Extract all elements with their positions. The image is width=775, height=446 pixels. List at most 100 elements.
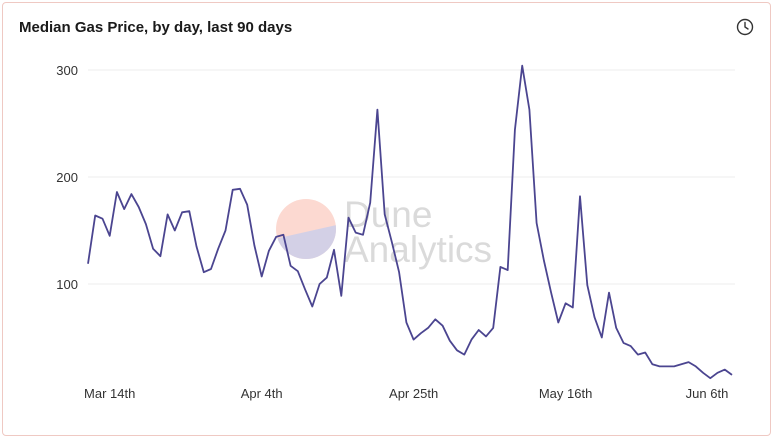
data-point[interactable] — [345, 215, 351, 221]
data-point[interactable] — [678, 361, 684, 367]
data-point[interactable] — [259, 274, 265, 280]
chart-title: Median Gas Price, by day, last 90 days — [19, 19, 293, 36]
data-point[interactable] — [461, 352, 467, 358]
data-point[interactable] — [425, 325, 431, 331]
data-point[interactable] — [606, 290, 612, 296]
data-point[interactable] — [222, 228, 228, 234]
data-point[interactable] — [143, 221, 149, 227]
data-point[interactable] — [519, 63, 525, 69]
data-point[interactable] — [367, 200, 373, 206]
data-point[interactable] — [505, 267, 511, 273]
data-point[interactable] — [309, 303, 315, 309]
data-point[interactable] — [592, 314, 598, 320]
data-point[interactable] — [635, 352, 641, 358]
data-point[interactable] — [563, 300, 569, 306]
data-point[interactable] — [317, 281, 323, 287]
x-tick-label: May 16th — [539, 386, 592, 401]
data-point[interactable] — [686, 359, 692, 365]
data-point[interactable] — [92, 213, 98, 219]
data-point[interactable] — [497, 264, 503, 270]
data-point[interactable] — [541, 257, 547, 263]
data-point[interactable] — [114, 189, 120, 195]
data-point[interactable] — [570, 305, 576, 311]
data-point[interactable] — [208, 266, 214, 272]
data-point[interactable] — [722, 367, 728, 373]
x-tick-label: Apr 25th — [389, 386, 438, 401]
data-point[interactable] — [440, 323, 446, 329]
data-point[interactable] — [526, 107, 532, 113]
data-point[interactable] — [469, 337, 475, 343]
data-point[interactable] — [338, 293, 344, 299]
data-point[interactable] — [230, 187, 236, 193]
data-point[interactable] — [324, 275, 330, 281]
data-point[interactable] — [512, 127, 518, 133]
data-point[interactable] — [136, 204, 142, 210]
data-point[interactable] — [599, 335, 605, 341]
data-point[interactable] — [700, 370, 706, 376]
data-point[interactable] — [244, 202, 250, 208]
data-point[interactable] — [237, 186, 243, 192]
x-tick-label: Mar 14th — [84, 386, 135, 401]
data-point[interactable] — [331, 247, 337, 253]
data-point[interactable] — [288, 263, 294, 269]
data-point[interactable] — [266, 248, 272, 254]
data-point[interactable] — [353, 230, 359, 236]
data-point[interactable] — [432, 316, 438, 322]
data-point[interactable] — [664, 363, 670, 369]
data-point[interactable] — [693, 363, 699, 369]
data-point[interactable] — [280, 232, 286, 238]
x-axis: Mar 14th Apr 4th Apr 25th May 16th Jun 6th — [84, 386, 728, 401]
data-point[interactable] — [715, 370, 721, 376]
data-point[interactable] — [454, 347, 460, 353]
data-point[interactable] — [157, 253, 163, 259]
data-point[interactable] — [490, 325, 496, 331]
data-point[interactable] — [671, 363, 677, 369]
data-point[interactable] — [620, 340, 626, 346]
data-point[interactable] — [186, 208, 192, 214]
data-point[interactable] — [85, 261, 91, 267]
clock-icon[interactable] — [736, 18, 754, 36]
data-point[interactable] — [360, 232, 366, 238]
data-point[interactable] — [403, 320, 409, 326]
data-point[interactable] — [555, 320, 561, 326]
data-point[interactable] — [657, 363, 663, 369]
data-point[interactable] — [121, 206, 127, 212]
data-point[interactable] — [128, 191, 134, 197]
data-point[interactable] — [476, 327, 482, 333]
data-point[interactable] — [613, 325, 619, 331]
data-point[interactable] — [215, 246, 221, 252]
data-point[interactable] — [729, 372, 735, 378]
data-point[interactable] — [179, 209, 185, 215]
data-point[interactable] — [584, 282, 590, 288]
data-point[interactable] — [577, 193, 583, 199]
data-point[interactable] — [447, 338, 453, 344]
data-point[interactable] — [251, 242, 257, 248]
data-point[interactable] — [273, 234, 279, 240]
data-point[interactable] — [99, 216, 105, 222]
data-point[interactable] — [548, 290, 554, 296]
data-point[interactable] — [194, 244, 200, 250]
data-point[interactable] — [389, 239, 395, 245]
data-point[interactable] — [411, 337, 417, 343]
data-point[interactable] — [642, 349, 648, 355]
dune-watermark: Dune Analytics — [276, 194, 492, 270]
y-axis: 100 200 300 — [56, 63, 78, 292]
data-point[interactable] — [628, 343, 634, 349]
data-point[interactable] — [172, 228, 178, 234]
data-point[interactable] — [107, 233, 113, 239]
data-point[interactable] — [165, 211, 171, 217]
data-point[interactable] — [201, 269, 207, 275]
data-point[interactable] — [382, 211, 388, 217]
data-point[interactable] — [295, 268, 301, 274]
data-point[interactable] — [150, 246, 156, 252]
data-point[interactable] — [302, 286, 308, 292]
data-point[interactable] — [483, 333, 489, 339]
y-tick-label: 300 — [56, 63, 78, 78]
data-point[interactable] — [707, 375, 713, 381]
data-point[interactable] — [374, 107, 380, 113]
data-point[interactable] — [396, 269, 402, 275]
data-point[interactable] — [418, 330, 424, 336]
data-point[interactable] — [649, 361, 655, 367]
data-point[interactable] — [534, 220, 540, 226]
